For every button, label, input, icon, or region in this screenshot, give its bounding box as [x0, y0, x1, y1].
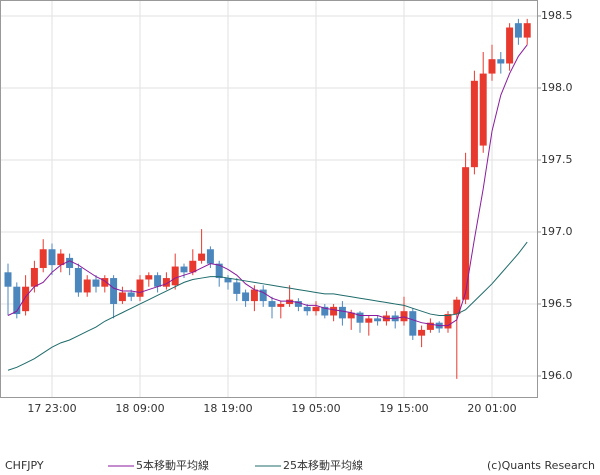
- candle-body: [462, 167, 470, 300]
- candle-body: [286, 299, 294, 304]
- credit: (c)Quants Research: [487, 459, 595, 472]
- candle-body: [48, 249, 56, 266]
- candle-body: [356, 312, 364, 323]
- candle-body: [180, 266, 188, 273]
- candle-body: [400, 311, 408, 322]
- y-tick-label: 196.0: [541, 369, 573, 382]
- candle-body: [30, 267, 38, 287]
- x-tick-label: 17 23:00: [27, 402, 76, 415]
- legend-label: 5本移動平均線: [136, 458, 209, 472]
- candle-body: [39, 249, 47, 268]
- x-tick-label: 18 19:00: [203, 402, 252, 415]
- y-tick-label: 196.5: [541, 297, 573, 310]
- candle-body: [418, 329, 426, 336]
- candle-body: [198, 253, 206, 261]
- candle-body: [110, 278, 118, 304]
- candle-body: [154, 275, 162, 287]
- candle-body: [523, 23, 531, 38]
- x-tick-label: 20 01:00: [467, 402, 516, 415]
- candle-body: [303, 306, 311, 312]
- candle-body: [4, 272, 12, 287]
- candle-body: [506, 27, 514, 64]
- candle-body: [277, 303, 285, 307]
- candle-body: [312, 306, 320, 312]
- candle-body: [242, 292, 250, 302]
- candle-body: [365, 318, 373, 323]
- y-tick-label: 198.0: [541, 81, 573, 94]
- candle-body: [330, 306, 338, 316]
- x-tick-label: 19 15:00: [379, 402, 428, 415]
- candle-body: [136, 279, 144, 297]
- candle-body: [259, 289, 267, 302]
- candle-body: [321, 306, 329, 316]
- candle-body: [497, 59, 505, 64]
- candle-body: [338, 306, 346, 319]
- candle-body: [233, 282, 241, 294]
- candle-body: [488, 59, 496, 74]
- candle-body: [66, 257, 74, 268]
- candle-body: [171, 266, 179, 286]
- y-tick-label: 198.5: [541, 9, 573, 22]
- moving-average-line: [7, 241, 528, 371]
- candle-body: [118, 292, 126, 302]
- candle-body: [83, 279, 91, 293]
- candle-body: [189, 260, 197, 273]
- candle-body: [268, 301, 276, 307]
- candle-body: [470, 80, 478, 168]
- candle-body: [57, 253, 65, 266]
- x-tick-label: 18 09:00: [115, 402, 164, 415]
- candle-body: [426, 322, 434, 330]
- candle-body: [294, 301, 302, 307]
- candle-body: [347, 312, 355, 319]
- candle-body: [250, 289, 258, 302]
- candle-body: [92, 279, 100, 287]
- candle-body: [162, 278, 170, 287]
- candle-body: [127, 292, 135, 297]
- candle-body: [453, 299, 461, 315]
- candle-body: [374, 318, 382, 322]
- candle-body: [479, 73, 487, 146]
- candle-body: [224, 278, 232, 283]
- candle-body: [514, 23, 522, 38]
- candle-body: [13, 286, 21, 315]
- symbol: CHFJPY: [5, 459, 44, 472]
- x-tick-label: 19 05:00: [291, 402, 340, 415]
- y-tick-label: 197.0: [541, 225, 573, 238]
- candle-body: [215, 263, 223, 279]
- candle-body: [74, 267, 82, 293]
- candle-body: [206, 249, 214, 264]
- candle-body: [444, 314, 452, 329]
- candle-body: [145, 275, 153, 280]
- moving-average-line: [7, 44, 528, 327]
- y-tick-label: 197.5: [541, 153, 573, 166]
- candle-body: [409, 311, 417, 336]
- candle-body: [22, 286, 30, 312]
- candle-body: [101, 278, 109, 287]
- legend-label: 25本移動平均線: [283, 458, 363, 472]
